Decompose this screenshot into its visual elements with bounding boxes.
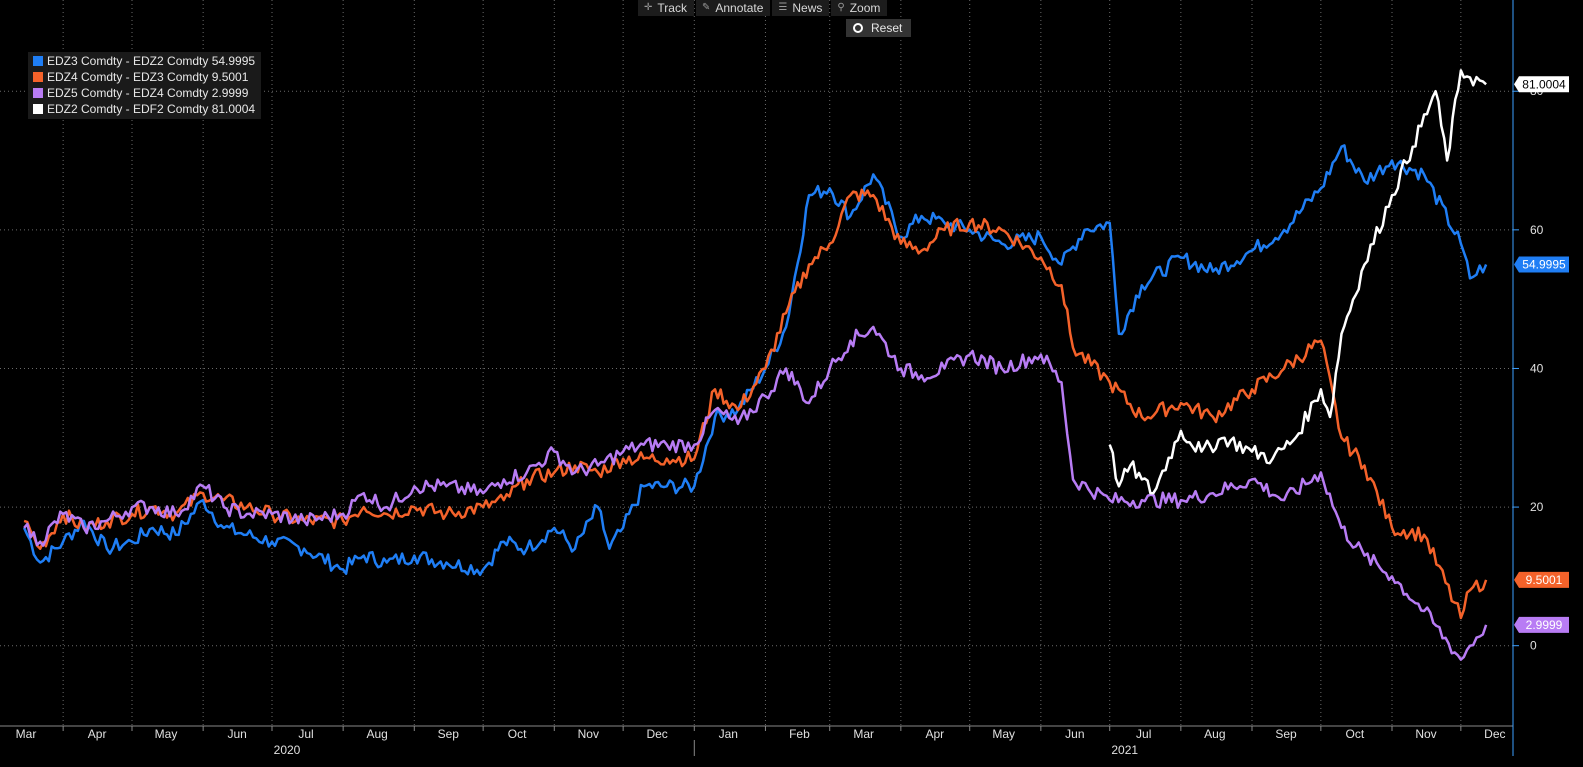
y-tick-label: 0 (1530, 639, 1537, 653)
news-button[interactable]: ☰ News (772, 0, 830, 16)
legend-item[interactable]: EDZ5 Comdty - EDZ4 Comdty 2.9999 (33, 85, 255, 101)
radio-icon (853, 23, 863, 33)
last-value-tag (1514, 616, 1569, 633)
legend-swatch (33, 56, 43, 66)
legend-label: EDZ5 Comdty - EDZ4 Comdty 2.9999 (47, 86, 249, 100)
track-button[interactable]: ✛ Track (638, 0, 694, 16)
x-tick-label: Nov (578, 727, 599, 741)
chart-end-labels: 54.9995 9.5001 2.9999 81.0004 (1514, 76, 1569, 633)
series-line (23, 188, 1488, 620)
y-tick-label: 20 (1530, 500, 1544, 514)
y-tick-label: 60 (1530, 223, 1544, 237)
legend-item[interactable]: EDZ2 Comdty - EDF2 Comdty 81.0004 (33, 101, 255, 117)
zoom-label: Zoom (849, 0, 881, 15)
zoom-button[interactable]: ⚲ Zoom (831, 0, 888, 16)
x-tick-label: Nov (1415, 727, 1436, 741)
legend-item[interactable]: EDZ4 Comdty - EDZ3 Comdty 9.5001 (33, 69, 255, 85)
x-tick-label: Sep (438, 727, 460, 741)
x-tick-label: Jun (227, 727, 246, 741)
x-tick-label: Dec (646, 727, 667, 741)
x-tick-label: Apr (88, 727, 107, 741)
crosshair-icon: ✛ (644, 2, 653, 13)
legend-label: EDZ2 Comdty - EDF2 Comdty 81.0004 (47, 102, 256, 116)
legend-swatch (33, 72, 43, 82)
last-value-tag (1514, 76, 1569, 93)
annotate-label: Annotate (715, 0, 764, 15)
x-tick-label: Jul (1136, 727, 1151, 741)
legend-label: EDZ3 Comdty - EDZ2 Comdty 54.9995 (47, 54, 256, 68)
chart-axes: Mar Apr May Jun Jul Aug Sep Oct Nov Dec Jan Feb Mar A… (0, 0, 1544, 757)
reset-label: Reset (871, 21, 903, 35)
x-tick-label: Oct (508, 727, 527, 741)
last-value-label: 81.0004 (1522, 77, 1566, 91)
x-tick-label: Jul (298, 727, 313, 741)
x-tick-label: May (992, 727, 1015, 741)
x-tick-label: Mar (853, 727, 874, 741)
pencil-icon: ✎ (701, 2, 711, 13)
series-line (23, 325, 1488, 661)
magnifier-icon: ⚲ (837, 2, 845, 13)
news-label: News (792, 0, 823, 15)
year-label: 2021 (1111, 743, 1138, 757)
x-tick-label: Sep (1275, 727, 1297, 741)
x-tick-label: Jun (1065, 727, 1084, 741)
last-value-label: 2.9999 (1526, 618, 1563, 632)
track-label: Track (657, 0, 687, 15)
x-tick-label: Oct (1346, 727, 1365, 741)
x-tick-label: May (155, 727, 178, 741)
x-tick-label: Jan (719, 727, 738, 741)
x-tick-label: Apr (926, 727, 945, 741)
x-tick-label: Aug (1204, 727, 1225, 741)
reset-button[interactable]: Reset (846, 19, 912, 37)
chart-grid (0, 0, 1513, 726)
last-value-tag (1514, 256, 1569, 273)
x-tick-label: Mar (16, 727, 37, 741)
last-value-label: 54.9995 (1522, 258, 1566, 272)
chart-toolbar: ✛ Track ✎ Annotate ☰ News ⚲ Zoom (638, 0, 888, 16)
news-icon: ☰ (778, 2, 788, 13)
last-value-tag (1514, 571, 1569, 588)
x-tick-label: Feb (789, 727, 810, 741)
legend-swatch (33, 104, 43, 114)
series-line (1108, 69, 1487, 495)
legend-swatch (33, 88, 43, 98)
year-label: 2020 (274, 743, 301, 757)
y-tick-label: 40 (1530, 361, 1544, 375)
chart-series (22, 69, 1488, 661)
x-tick-label: Aug (366, 727, 387, 741)
x-tick-label: Dec (1484, 727, 1505, 741)
last-value-label: 9.5001 (1526, 573, 1563, 587)
legend-label: EDZ4 Comdty - EDZ3 Comdty 9.5001 (47, 70, 249, 84)
chart-legend: EDZ3 Comdty - EDZ2 Comdty 54.9995 EDZ4 C… (28, 52, 262, 119)
annotate-button[interactable]: ✎ Annotate (695, 0, 771, 16)
legend-item[interactable]: EDZ3 Comdty - EDZ2 Comdty 54.9995 (33, 53, 255, 69)
